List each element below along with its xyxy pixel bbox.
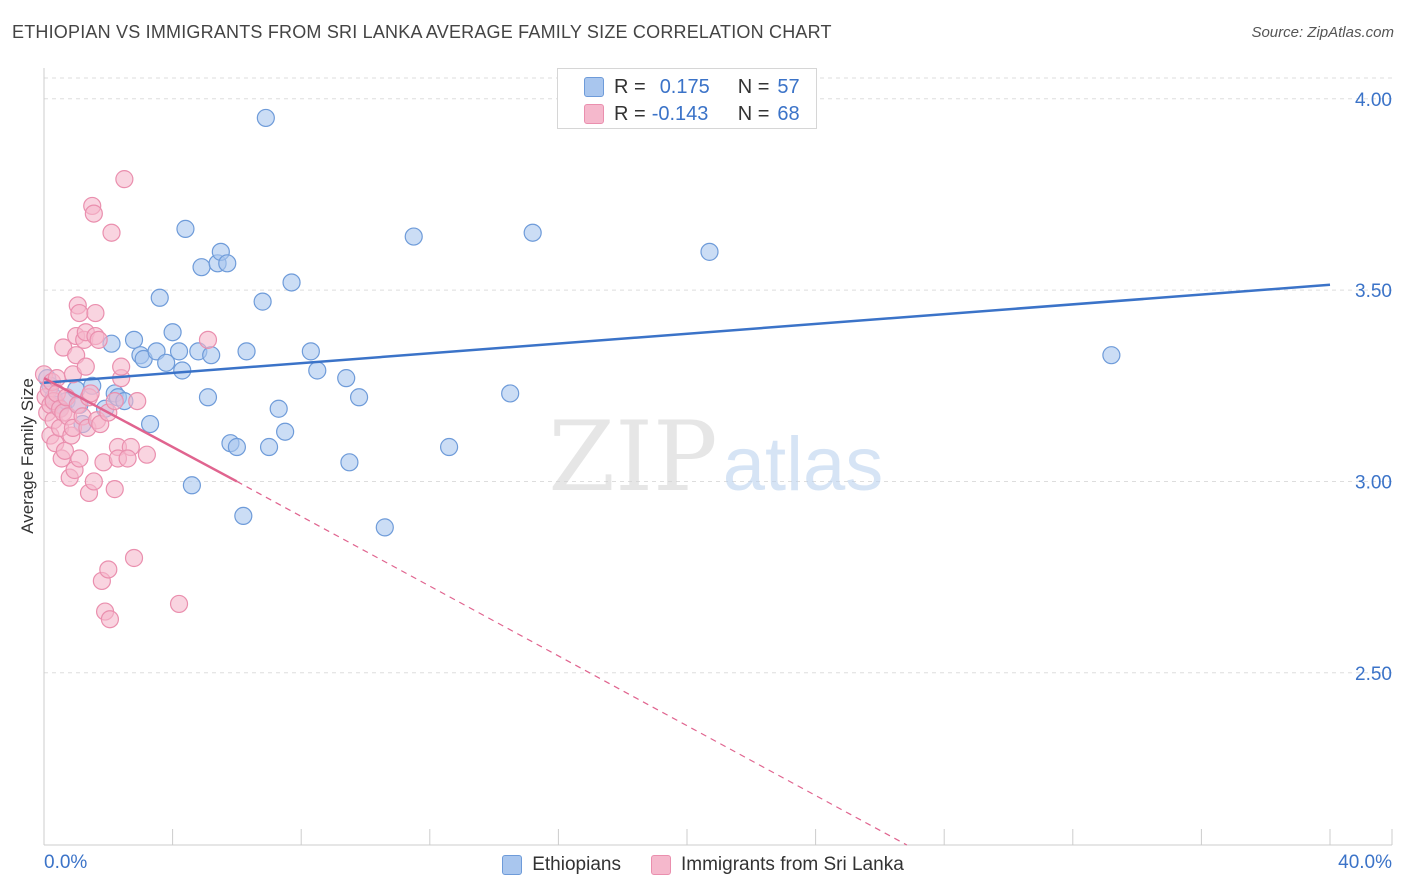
y-tick-label: 4.00 (1355, 90, 1392, 111)
sri-lanka-point (105, 391, 124, 411)
ethiopian-point (169, 342, 189, 361)
grid (44, 77, 1392, 674)
legend-swatch-blue (502, 855, 523, 875)
series-legend: Ethiopians Immigrants from Sri Lanka (0, 852, 1406, 878)
legend-swatch-pink (650, 855, 671, 875)
sri-lanka-point (198, 330, 218, 349)
axes (43, 68, 1393, 846)
chart-title: ETHIOPIAN VS IMMIGRANTS FROM SRI LANKA A… (12, 22, 832, 42)
ethiopian-point (234, 506, 253, 526)
ethiopian-point (523, 223, 542, 242)
ethiopian-point (124, 330, 144, 349)
legend-r-label: R = (614, 102, 646, 125)
legend-r-value: -0.143 (651, 102, 709, 125)
data-points (34, 108, 1121, 629)
sri-lanka-point (99, 560, 118, 579)
ethiopian-point (218, 254, 237, 273)
sri-lanka-point (115, 170, 134, 189)
ethiopian-point (269, 399, 288, 418)
watermark: ZIP atlas (548, 401, 883, 513)
ethiopian-point (349, 388, 369, 407)
ethiopian-point (308, 361, 327, 380)
y-tick-label: 3.50 (1355, 281, 1392, 302)
series-legend-label: Ethiopians (532, 854, 621, 875)
legend-n-value: 57 (777, 75, 800, 98)
sri-lanka-point (169, 594, 189, 614)
sri-lanka-point (84, 204, 103, 223)
ethiopian-point (192, 258, 211, 277)
ethiopian-point (182, 476, 201, 495)
legend-r-label: R = (614, 75, 646, 98)
ethiopian-point (198, 388, 218, 407)
ethiopian-point (150, 288, 169, 307)
series-legend-sri-lanka[interactable]: Immigrants from Sri Lanka (650, 854, 904, 876)
ethiopian-point (259, 437, 279, 457)
sri-lanka-point (70, 449, 89, 468)
ethiopian-point (140, 414, 160, 434)
ethiopian-point (176, 219, 195, 238)
y-tick-label: 2.50 (1355, 664, 1392, 685)
ethiopians-trend-line (43, 283, 1331, 384)
source-label: Source: ZipAtlas.com (1251, 24, 1394, 41)
series-legend-ethiopians[interactable]: Ethiopians (502, 854, 621, 876)
x-tick-min: 0.0% (44, 852, 88, 873)
sri-lanka-point (84, 472, 103, 491)
correlation-legend: R = 0.175 N = 57 R = -0.143 N = 68 (557, 68, 817, 129)
legend-swatch-blue (584, 77, 604, 97)
legend-n-value: 68 (777, 102, 800, 125)
x-tick-max: 40.0% (1338, 852, 1392, 873)
sri-lanka-point (118, 449, 137, 468)
ethiopian-point (282, 273, 301, 292)
series-legend-label: Immigrants from Sri Lanka (680, 854, 904, 875)
sri-lanka-trend-line (43, 377, 238, 483)
sri-lanka-point (76, 357, 95, 376)
sri-lanka-point (86, 303, 105, 323)
ethiopian-point (301, 342, 320, 361)
ethiopian-point (439, 437, 459, 457)
legend-r-value: 0.175 (659, 75, 710, 98)
y-tick-labels: 2.50 3.00 3.50 4.00 (1355, 90, 1392, 685)
ethiopian-point (256, 108, 275, 128)
watermark-zip: ZIP (548, 401, 717, 513)
legend-n-label: N = (737, 102, 770, 125)
ethiopian-point (337, 369, 356, 388)
ethiopian-point (501, 384, 520, 403)
legend-row-sri-lanka: R = -0.143 N = 68 (558, 102, 800, 126)
ethiopian-point (253, 292, 272, 311)
ethiopian-point (173, 361, 192, 380)
watermark-atlas: atlas (723, 422, 884, 507)
sri-lanka-point (89, 330, 108, 349)
trend-lines (43, 283, 1331, 846)
ethiopian-point (375, 518, 394, 537)
ethiopian-point (1102, 346, 1121, 365)
ethiopian-point (340, 453, 359, 472)
ethiopian-point (157, 353, 176, 372)
sri-lanka-point (137, 445, 156, 464)
y-tick-label: 3.00 (1355, 472, 1392, 493)
ethiopian-point (276, 422, 295, 441)
sri-lanka-point (112, 357, 131, 376)
sri-lanka-point (70, 303, 89, 323)
sri-lanka-point (55, 441, 74, 460)
legend-row-ethiopians: R = 0.175 N = 57 (558, 75, 800, 99)
ethiopian-point (404, 227, 423, 246)
ethiopian-point (237, 342, 256, 361)
ethiopian-point (227, 437, 246, 457)
sri-lanka-trend-extension (236, 480, 908, 846)
sri-lanka-point (102, 223, 121, 242)
legend-n-label: N = (737, 75, 770, 98)
ethiopian-point (700, 242, 719, 261)
sri-lanka-point (105, 480, 124, 499)
sri-lanka-point (100, 610, 120, 629)
legend-swatch-pink (584, 104, 604, 124)
sri-lanka-point (128, 391, 147, 411)
ethiopian-point (163, 323, 182, 342)
ethiopian-point (202, 346, 221, 365)
sri-lanka-point (124, 548, 144, 568)
